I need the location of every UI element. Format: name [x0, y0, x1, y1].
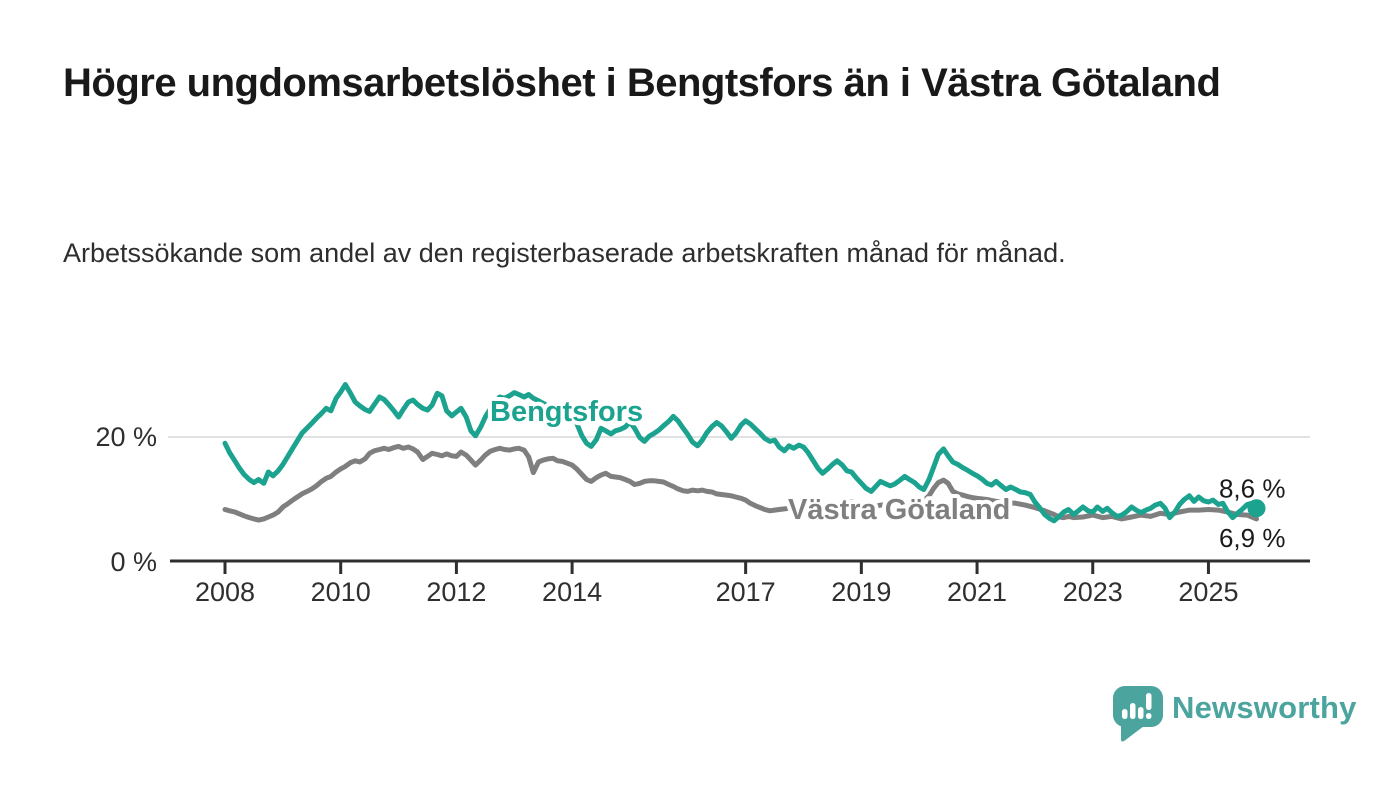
page-title: Högre ungdomsarbetslöshet i Bengtsfors ä… — [63, 61, 1221, 105]
x-tick-label: 2019 — [831, 577, 891, 607]
x-tick-label: 2017 — [716, 577, 776, 607]
y-axis-labels: 0 % 20 % — [95, 422, 157, 577]
vastra-gotaland-line — [222, 443, 1259, 523]
newsworthy-wordmark: Newsworthy — [1172, 690, 1357, 725]
x-tick-label: 2008 — [195, 577, 255, 607]
newsworthy-speech-bubble-chart-icon — [1113, 686, 1163, 742]
bengtsfors-line — [222, 382, 1259, 524]
x-tick-label: 2021 — [947, 577, 1007, 607]
x-tick-label: 2025 — [1178, 577, 1238, 607]
y-tick-label: 20 % — [95, 422, 157, 452]
x-tick-label: 2010 — [311, 577, 371, 607]
bengtsfors-end-point-marker — [1247, 499, 1266, 518]
vastra-gotaland-end-value-label: 6,9 % — [1219, 523, 1286, 553]
page-subtitle: Arbetssökande som andel av den registerb… — [63, 238, 1066, 268]
x-axis-ticks — [223, 562, 1210, 574]
bengtsfors-series-label: Bengtsfors — [490, 396, 643, 428]
newsworthy-logo: Newsworthy — [1113, 686, 1363, 746]
x-tick-label: 2012 — [426, 577, 486, 607]
x-tick-label: 2023 — [1063, 577, 1123, 607]
x-axis-labels: 2008 2010 2012 2014 2017 2019 2021 2023 2025 — [195, 577, 1239, 607]
y-tick-label: 0 % — [110, 547, 157, 577]
vastra-gotaland-series-label: Västra Götaland — [788, 494, 1010, 526]
x-tick-label: 2014 — [542, 577, 602, 607]
bengtsfors-end-value-label: 8,6 % — [1219, 473, 1286, 503]
